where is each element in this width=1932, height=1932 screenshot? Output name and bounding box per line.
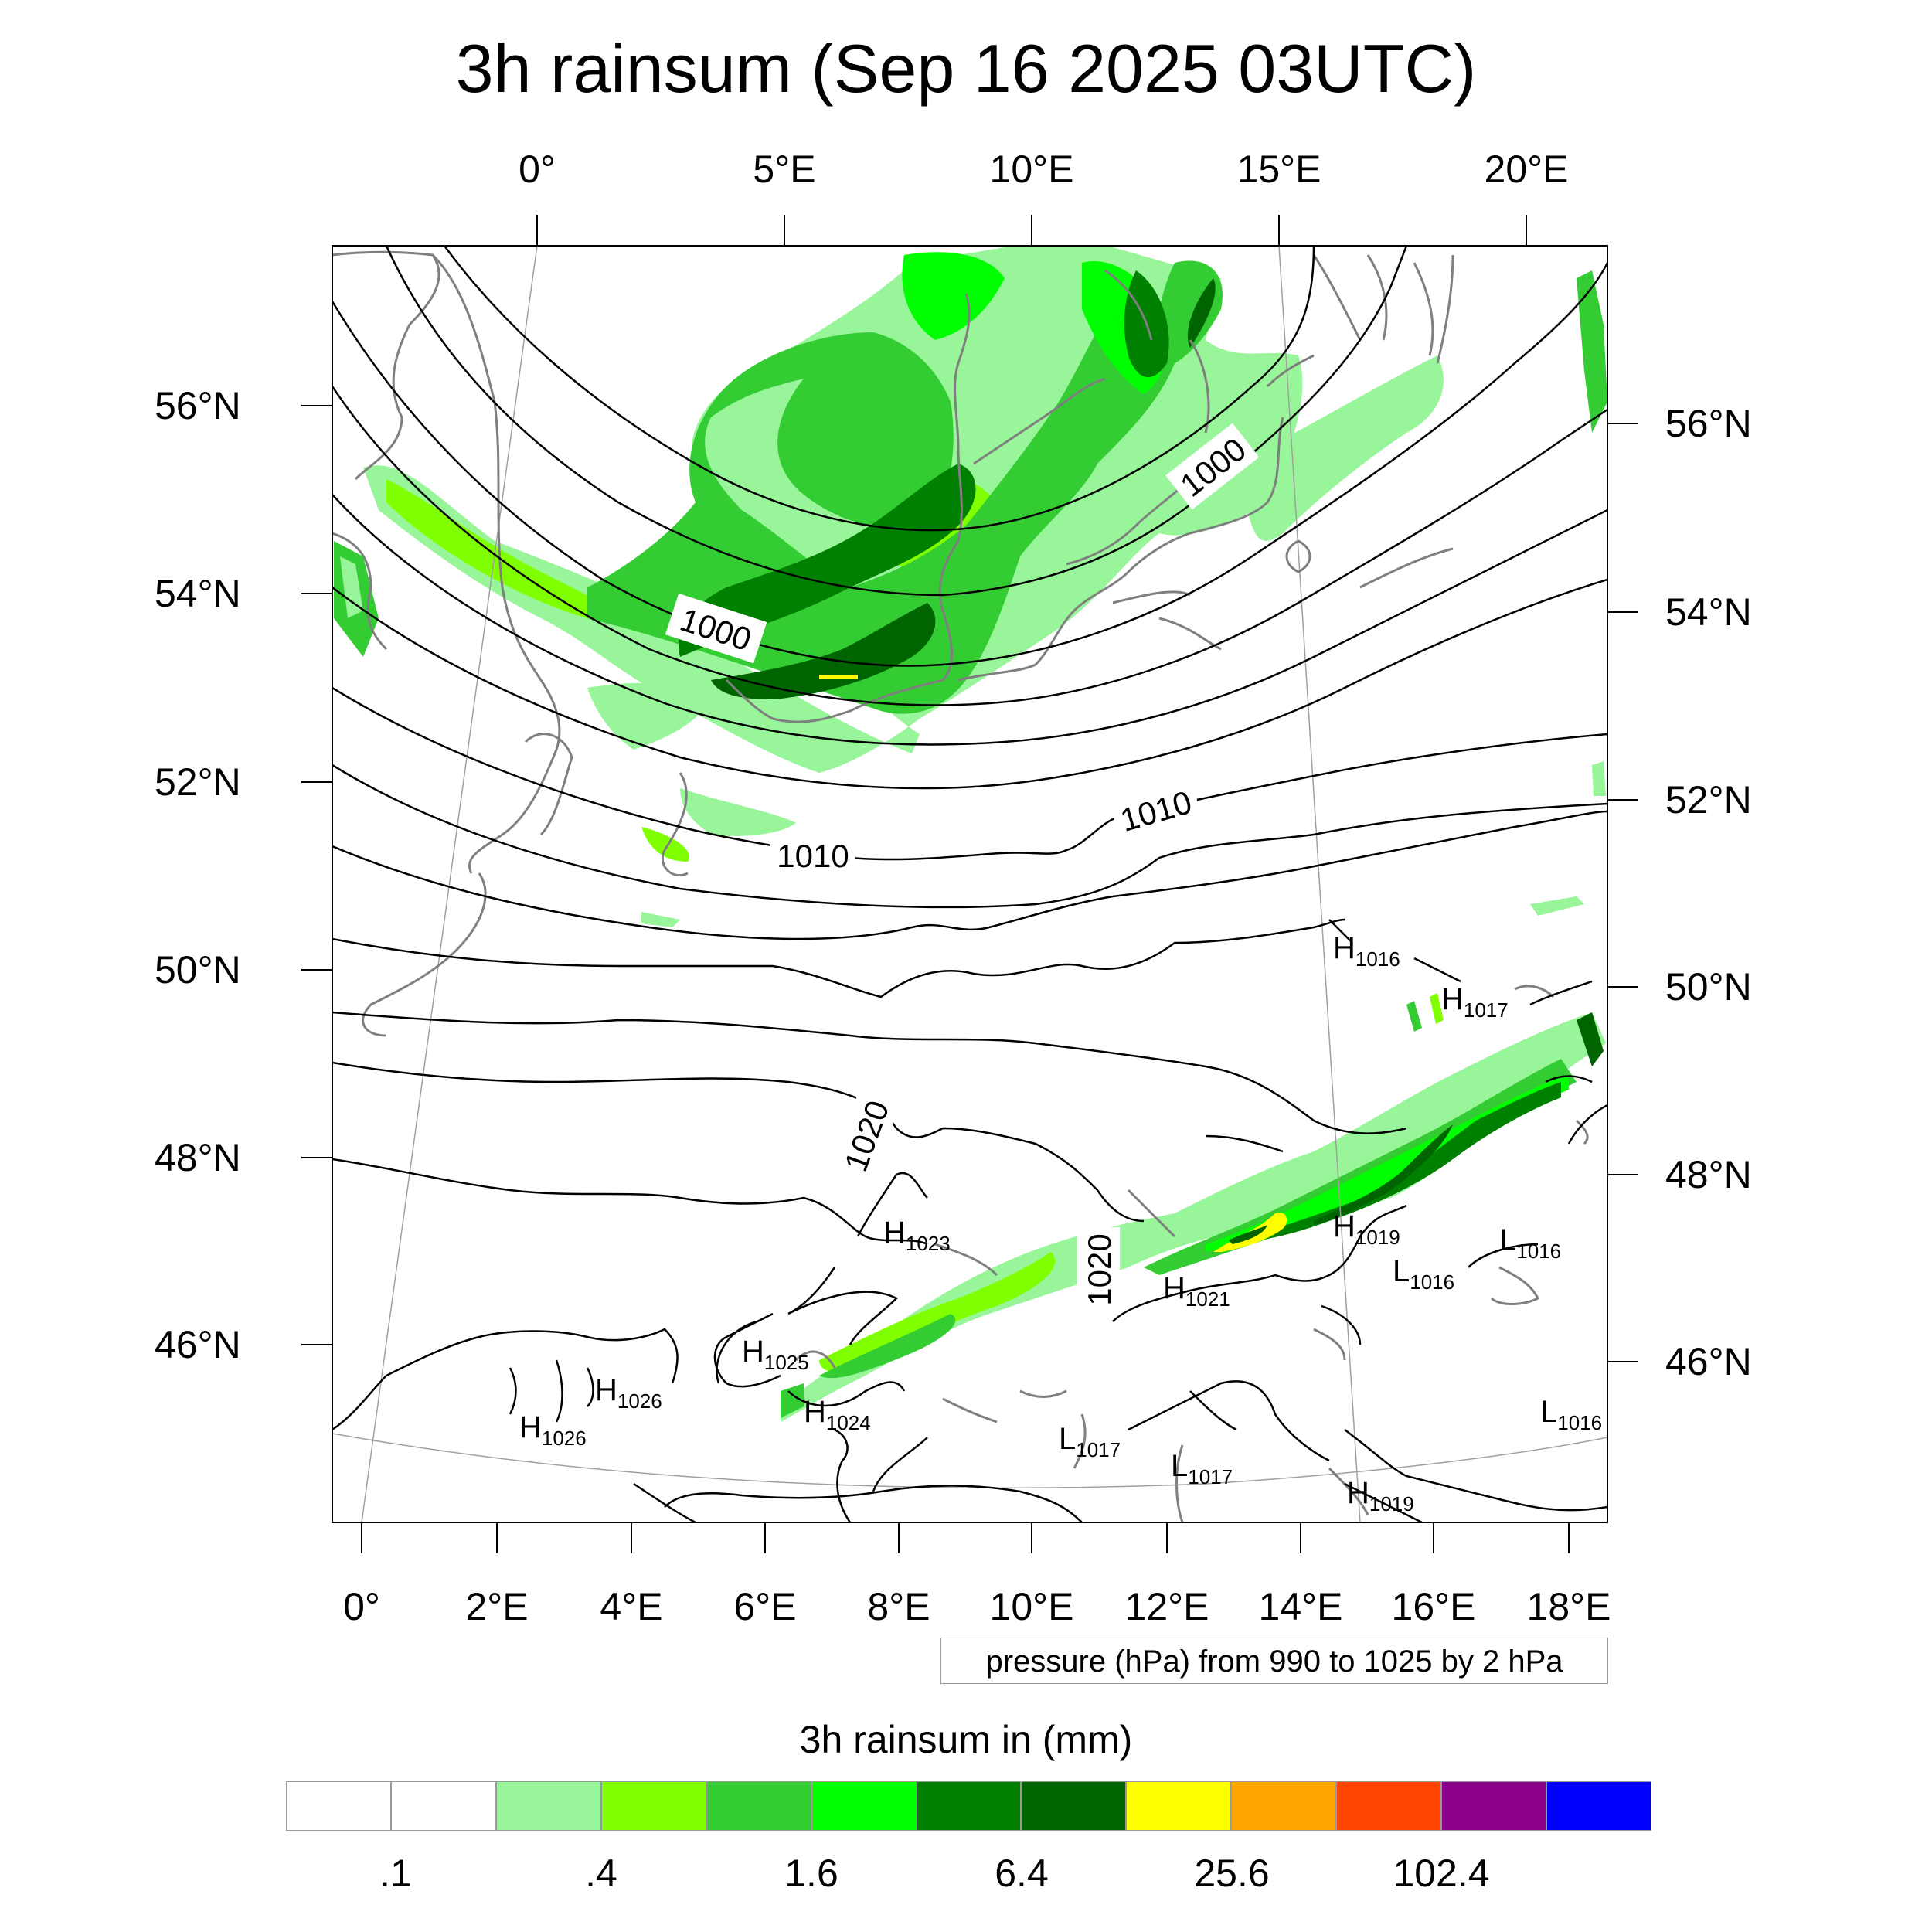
right-lat-label: 54°N (1665, 590, 1752, 634)
left-lat-label: 46°N (155, 1323, 241, 1366)
colorbar-cell (916, 1781, 1022, 1831)
colorbar-label: .1 (379, 1852, 412, 1895)
right-lat-label: 46°N (1665, 1340, 1752, 1383)
colorbar-label: 25.6 (1194, 1852, 1270, 1895)
pressure-center-marker: H1023 (883, 1216, 951, 1255)
top-lon-label: 20°E (1484, 148, 1569, 191)
pressure-center-marker: H1024 (804, 1395, 871, 1434)
bottom-lon-label: 12°E (1124, 1585, 1209, 1628)
bottom-lon-label: 16°E (1391, 1585, 1476, 1628)
top-lon-label: 15°E (1236, 148, 1321, 191)
bottom-lon-label: 2°E (465, 1585, 529, 1628)
colorbar-title: 3h rainsum in (mm) (799, 1718, 1133, 1761)
contour-info-box: pressure (hPa) from 990 to 1025 by 2 hPa (940, 1638, 1608, 1684)
right-lat-label: 50°N (1665, 965, 1752, 1009)
bottom-lon-label: 14°E (1258, 1585, 1343, 1628)
top-lon-label: 10°E (989, 148, 1074, 191)
top-lon-label: 0° (519, 148, 556, 191)
colorbar-cell (600, 1781, 706, 1831)
pressure-center-marker: H1026 (595, 1373, 662, 1413)
top-lon-label: 5°E (753, 148, 816, 191)
pressure-center-marker: L1016 (1393, 1254, 1454, 1294)
colorbar (286, 1781, 1651, 1831)
colorbar-cell (1231, 1781, 1337, 1831)
colorbar-cell (706, 1781, 811, 1831)
bottom-lon-label: 0° (343, 1585, 380, 1628)
left-lat-label: 48°N (155, 1136, 241, 1179)
right-lat-label: 56°N (1665, 402, 1752, 445)
colorbar-label: .4 (585, 1852, 617, 1895)
pressure-center-marker: H1026 (519, 1410, 587, 1450)
colorbar-cell (495, 1781, 601, 1831)
axis-ticks (301, 215, 1638, 1553)
bottom-lon-label: 8°E (867, 1585, 930, 1628)
pressure-center-marker: L1017 (1059, 1422, 1121, 1461)
left-lat-label: 54°N (155, 572, 241, 615)
isobar-label: 1020 (1081, 1233, 1117, 1305)
bottom-lon-label: 4°E (600, 1585, 663, 1628)
colorbar-cell (1021, 1781, 1127, 1831)
bottom-lon-label: 6°E (733, 1585, 797, 1628)
graticule (332, 246, 1607, 1522)
colorbar-label: 1.6 (784, 1852, 838, 1895)
pressure-center-marker: L1017 (1171, 1449, 1233, 1488)
right-lat-label: 48°N (1665, 1153, 1752, 1196)
pressure-center-marker: L1016 (1499, 1223, 1561, 1263)
colorbar-cell (811, 1781, 917, 1831)
pressure-center-marker: H1019 (1333, 1209, 1400, 1249)
pressure-centers: H1016 H1017 H1023 H1019 L1016 L1016 H102… (519, 931, 1602, 1515)
pressure-center-marker: L1016 (1540, 1395, 1602, 1434)
colorbar-cell (1336, 1781, 1442, 1831)
pressure-center-marker: H1019 (1347, 1476, 1414, 1515)
colorbar-label: 6.4 (995, 1852, 1049, 1895)
map-title: 3h rainsum (Sep 16 2025 03UTC) (455, 30, 1477, 107)
left-lat-label: 50°N (155, 948, 241, 992)
pressure-center-marker: H1017 (1441, 982, 1509, 1022)
bottom-lon-label: 18°E (1526, 1585, 1611, 1628)
precipitation-field (334, 247, 1607, 1422)
bottom-lon-label: 10°E (989, 1585, 1074, 1628)
isobar-label: 1010 (777, 838, 849, 874)
isobar-labels: 1000 1000 1010 1010 1020 1020 (665, 423, 1260, 1312)
left-lat-label: 52°N (155, 760, 241, 804)
colorbar-cell (1441, 1781, 1547, 1831)
pressure-center-marker: H1021 (1163, 1271, 1230, 1311)
colorbar-cell (1546, 1781, 1651, 1831)
colorbar-cell (286, 1781, 391, 1831)
map-frame (332, 245, 1608, 1523)
pressure-center-marker: H1025 (742, 1335, 809, 1374)
left-lat-label: 56°N (155, 384, 241, 427)
colorbar-cell (390, 1781, 496, 1831)
coastlines (332, 250, 1589, 1522)
pressure-center-marker: H1016 (1333, 931, 1400, 971)
colorbar-label: 102.4 (1393, 1852, 1490, 1895)
colorbar-cell (1126, 1781, 1232, 1831)
right-lat-label: 52°N (1665, 778, 1752, 821)
